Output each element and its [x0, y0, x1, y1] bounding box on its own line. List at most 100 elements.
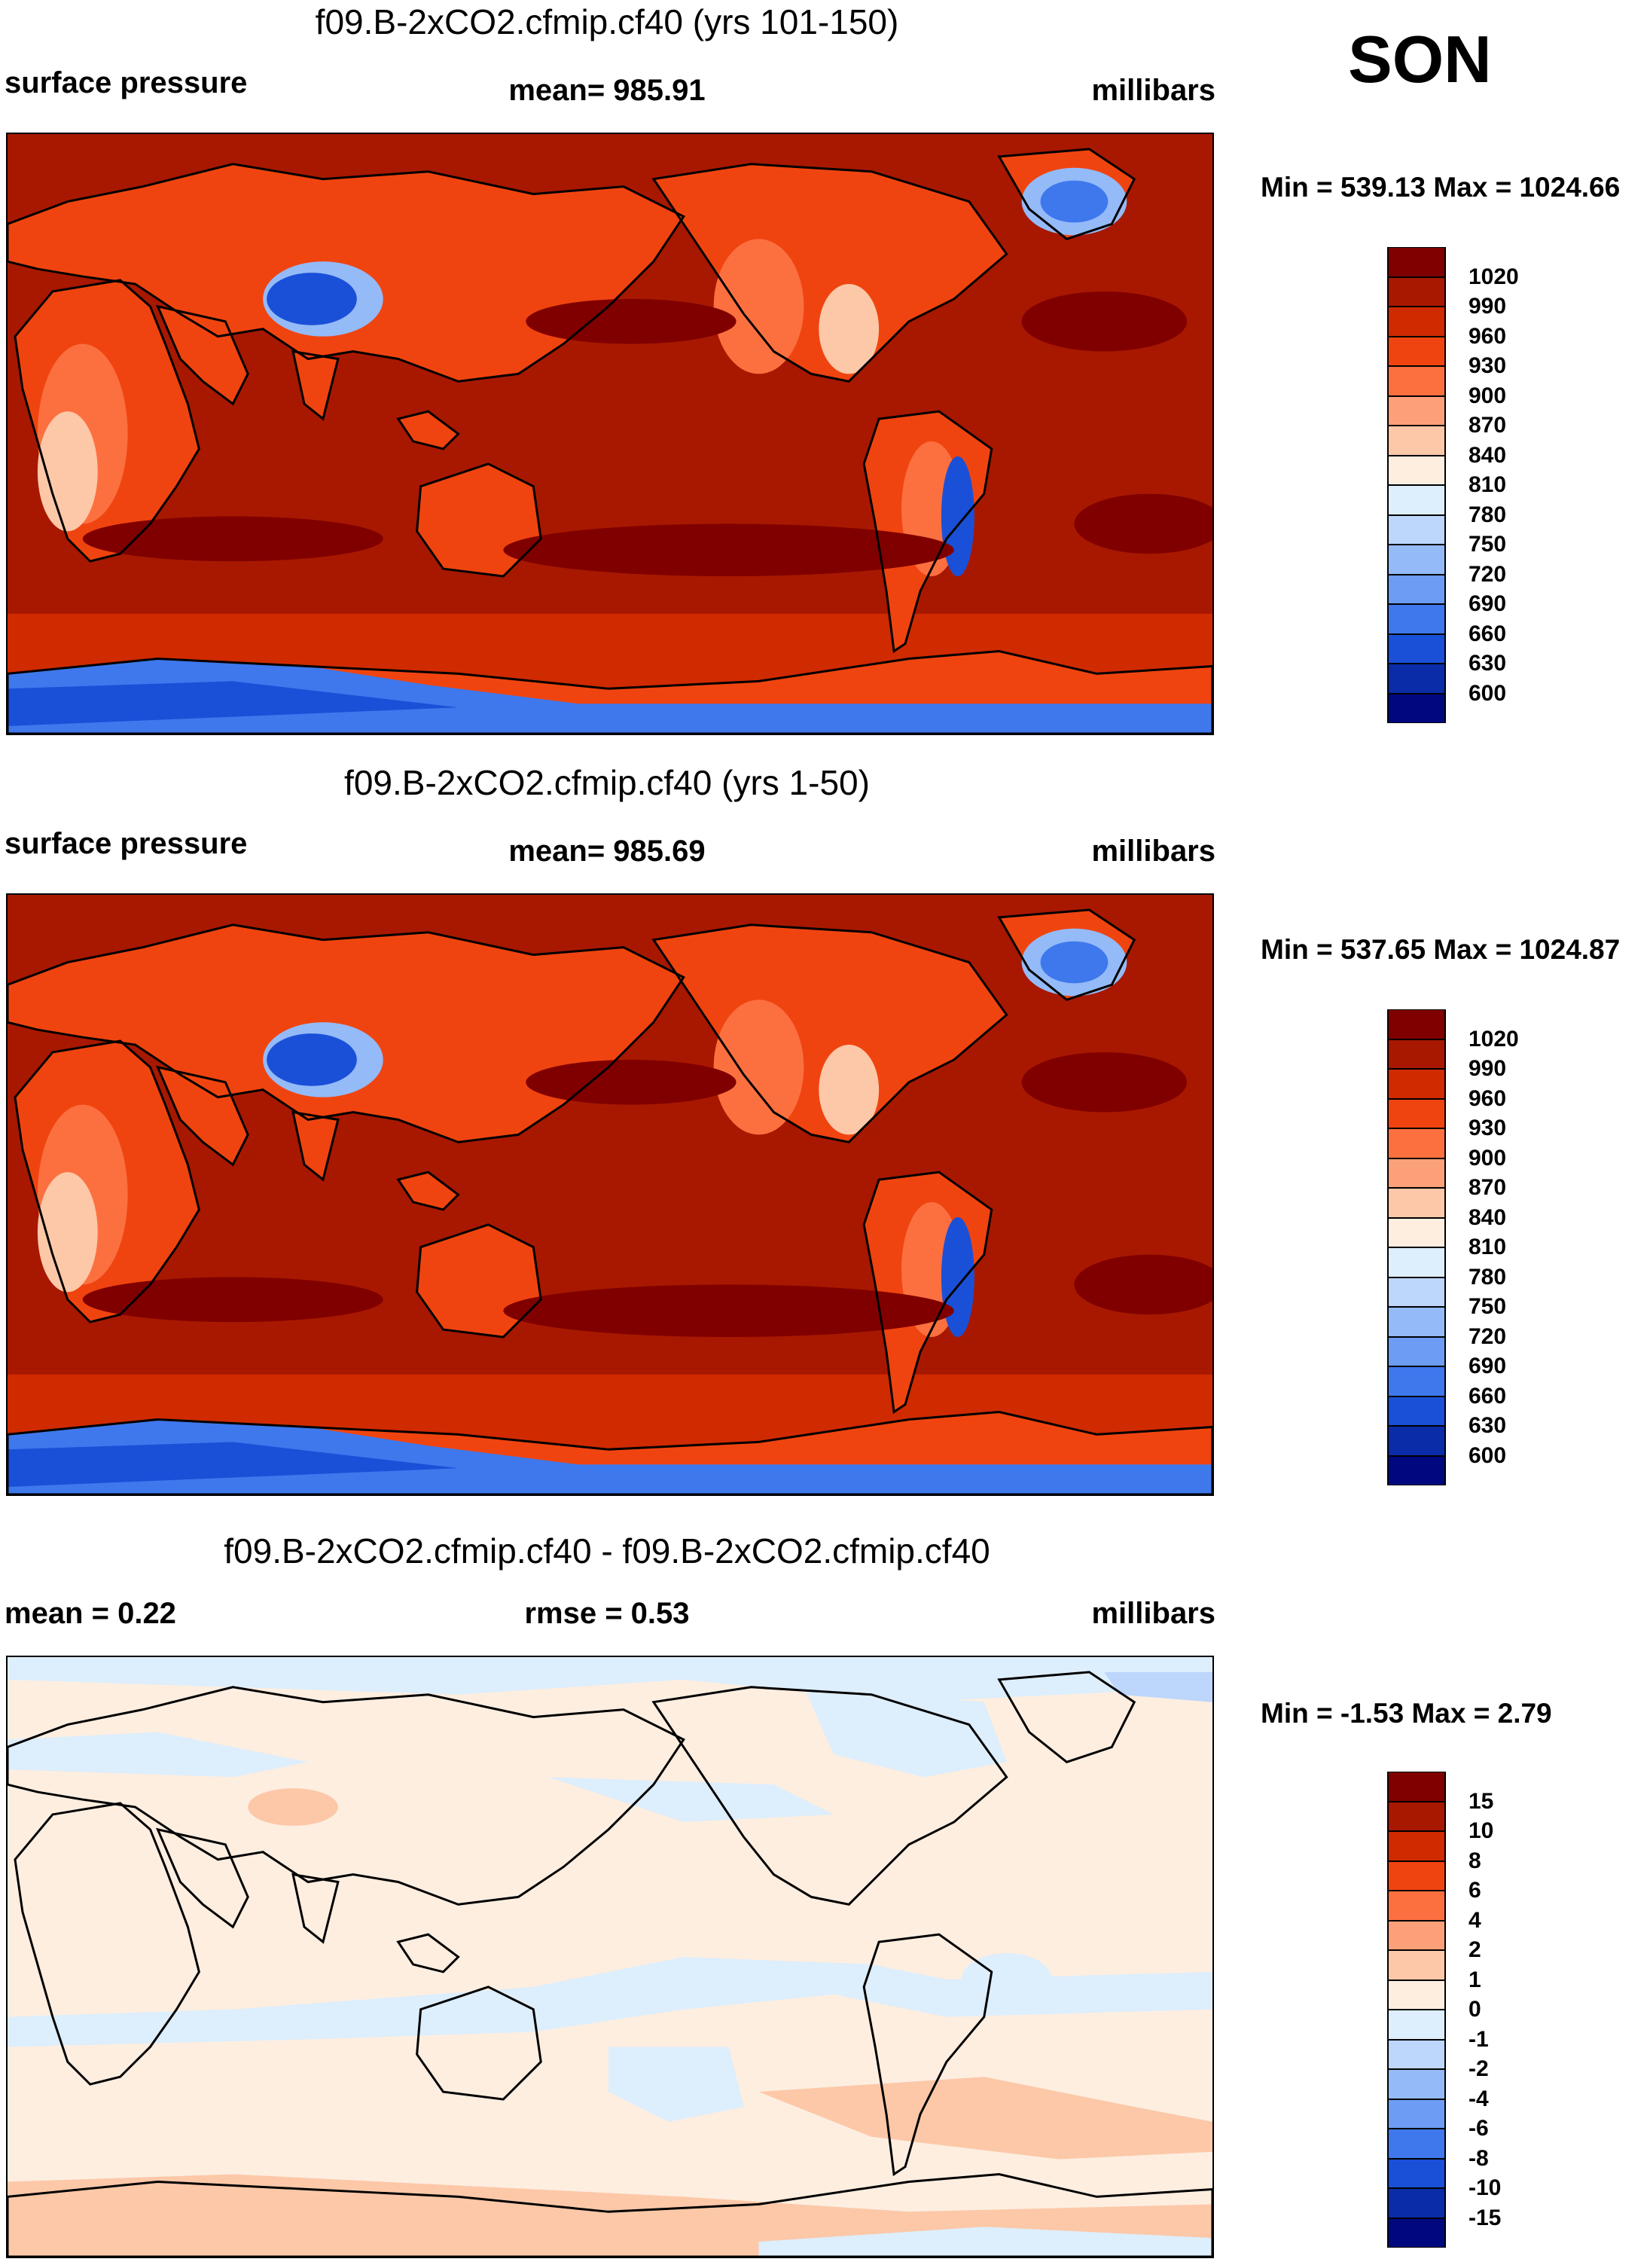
colorbar-swatch [1387, 1860, 1446, 1891]
colorbar-tick-label: 990 [1469, 294, 1507, 319]
colorbar-swatch [1387, 276, 1446, 307]
colorbar-tick-label: 720 [1469, 561, 1507, 587]
colorbar-swatch [1387, 2069, 1446, 2099]
panel2-variable-label: surface pressure [5, 827, 248, 860]
colorbar-swatch [1387, 633, 1446, 664]
panel2-map [6, 893, 1214, 1496]
colorbar-swatch [1387, 1009, 1446, 1039]
colorbar-tick-label: 630 [1469, 651, 1507, 676]
colorbar-tick-label: 660 [1469, 1383, 1507, 1409]
colorbar-swatch [1387, 366, 1446, 396]
colorbar-swatch [1387, 574, 1446, 604]
colorbar-tick-label: -8 [1469, 2145, 1489, 2171]
colorbar-tick-label: 900 [1469, 1145, 1507, 1171]
colorbar-tick-label: 10 [1469, 1818, 1494, 1843]
colorbar-tick-label: 600 [1469, 680, 1507, 706]
panel3-title: f09.B-2xCO2.cfmip.cf40 - f09.B-2xCO2.cfm… [224, 1531, 990, 1571]
colorbar-tick-label: 630 [1469, 1413, 1507, 1438]
colorbar-tick-label: 780 [1469, 1264, 1507, 1290]
colorbar-swatch [1387, 1336, 1446, 1366]
panel1-map [6, 133, 1214, 735]
colorbar-swatch [1387, 1831, 1446, 1861]
colorbar-tick-label: 690 [1469, 1354, 1507, 1378]
colorbar-tick-label: 810 [1469, 1235, 1507, 1259]
colorbar-swatch [1387, 1801, 1446, 1831]
colorbar-swatch [1387, 664, 1446, 694]
colorbar-swatch [1387, 514, 1446, 545]
colorbar-swatch [1387, 1307, 1446, 1337]
colorbar-swatch [1387, 2129, 1446, 2159]
colorbar-tick-label: 930 [1469, 353, 1507, 378]
panel1-units-label: millibars [1091, 74, 1215, 107]
colorbar-swatch [1387, 1772, 1446, 1802]
panel1-variable-label: surface pressure [5, 66, 248, 99]
panel2-minmax: Min = 537.65 Max = 1024.87 [1261, 934, 1621, 965]
colorbar-tick-label: 1 [1469, 1967, 1481, 1992]
colorbar-tick-label: 8 [1469, 1848, 1481, 1873]
colorbar-tick-label: 4 [1469, 1907, 1481, 1933]
colorbar-tick-label: 960 [1469, 323, 1507, 349]
panel3-units-label: millibars [1091, 1597, 1215, 1630]
colorbar-tick-label: -6 [1469, 2116, 1489, 2141]
season-label: SON [1348, 22, 1492, 96]
colorbar-tick-label: 6 [1469, 1878, 1481, 1903]
colorbar-tick-label: 810 [1469, 472, 1507, 497]
colorbar-swatch [1387, 1891, 1446, 1921]
colorbar-tick-label: -2 [1469, 2056, 1489, 2081]
colorbar-tick-label: 930 [1469, 1116, 1507, 1140]
panel3-map [6, 1656, 1214, 2258]
colorbar-tick-label: -10 [1469, 2175, 1502, 2200]
colorbar-swatch [1387, 1217, 1446, 1247]
colorbar-swatch [1387, 1128, 1446, 1158]
colorbar-tick-label: 15 [1469, 1788, 1494, 1814]
colorbar-swatch [1387, 395, 1446, 426]
colorbar-swatch [1387, 2010, 1446, 2040]
colorbar-swatch [1387, 1158, 1446, 1188]
colorbar-tick-label: 1020 [1469, 1026, 1519, 1052]
panel2-colorbar [1387, 1009, 1446, 1485]
colorbar-swatch [1387, 2099, 1446, 2129]
colorbar-swatch [1387, 1366, 1446, 1397]
colorbar-swatch [1387, 1098, 1446, 1128]
colorbar-tick-label: 1020 [1469, 264, 1519, 289]
colorbar-swatch [1387, 1426, 1446, 1456]
colorbar-swatch [1387, 693, 1446, 723]
panel3-minmax: Min = -1.53 Max = 2.79 [1261, 1698, 1552, 1729]
colorbar-swatch [1387, 2039, 1446, 2069]
colorbar-tick-label: 960 [1469, 1085, 1507, 1111]
colorbar-tick-label: 660 [1469, 621, 1507, 646]
colorbar-swatch [1387, 2158, 1446, 2188]
panel1-title: f09.B-2xCO2.cfmip.cf40 (yrs 101-150) [315, 2, 899, 41]
colorbar-tick-label: 870 [1469, 1175, 1507, 1200]
colorbar-tick-label: 780 [1469, 502, 1507, 527]
panel1-colorbar [1387, 247, 1446, 723]
panel1-mean-label: mean= 985.91 [508, 74, 706, 107]
colorbar-swatch [1387, 1069, 1446, 1099]
panel2-title: f09.B-2xCO2.cfmip.cf40 (yrs 1-50) [344, 763, 870, 802]
colorbar-swatch [1387, 1455, 1446, 1485]
panel3-colorbar [1387, 1772, 1446, 2248]
colorbar-swatch [1387, 455, 1446, 485]
colorbar-tick-label: 750 [1469, 1294, 1507, 1319]
colorbar-swatch [1387, 307, 1446, 337]
colorbar-tick-label: 900 [1469, 383, 1507, 408]
colorbar-swatch [1387, 1980, 1446, 2010]
colorbar-tick-label: -15 [1469, 2205, 1502, 2230]
colorbar-tick-label: 750 [1469, 532, 1507, 557]
colorbar-tick-label: -1 [1469, 2026, 1489, 2052]
colorbar-tick-label: 840 [1469, 1204, 1507, 1230]
colorbar-swatch [1387, 545, 1446, 575]
colorbar-swatch [1387, 1039, 1446, 1069]
panel1-minmax: Min = 539.13 Max = 1024.66 [1261, 172, 1621, 203]
colorbar-swatch [1387, 1950, 1446, 1980]
colorbar-tick-label: 0 [1469, 1997, 1481, 2022]
panel2-mean-label: mean= 985.69 [508, 835, 706, 868]
panel3-mean-label: mean = 0.22 [5, 1597, 176, 1630]
colorbar-tick-label: 720 [1469, 1323, 1507, 1349]
panel3-rmse-label: rmse = 0.53 [524, 1597, 690, 1630]
colorbar-swatch [1387, 1247, 1446, 1277]
colorbar-tick-label: 690 [1469, 591, 1507, 616]
colorbar-swatch [1387, 426, 1446, 456]
colorbar-swatch [1387, 1277, 1446, 1307]
colorbar-swatch [1387, 2218, 1446, 2248]
